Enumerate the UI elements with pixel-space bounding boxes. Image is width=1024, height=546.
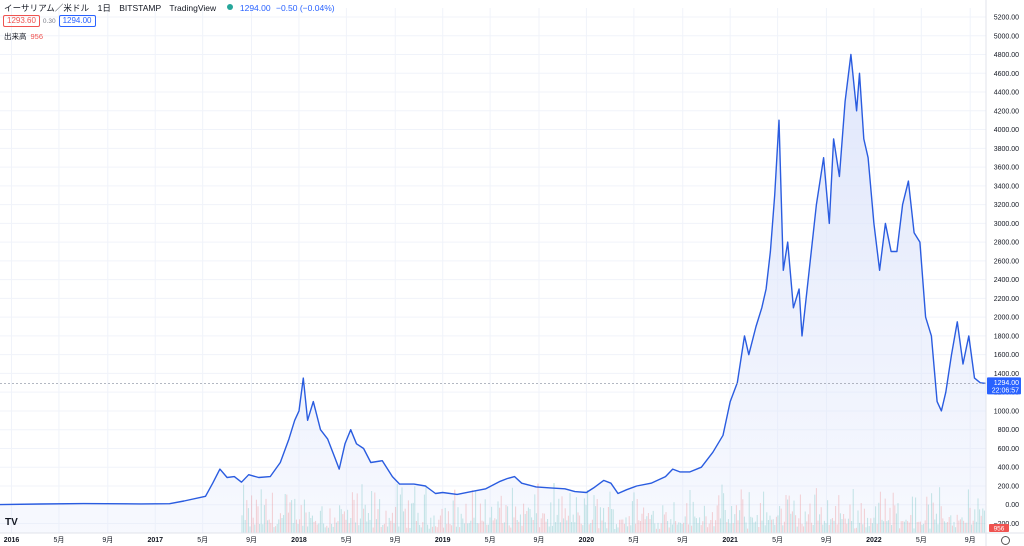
price-tick-label: 600.00 xyxy=(998,446,1020,453)
price-tick-label: 1800.00 xyxy=(994,333,1019,340)
time-tick-label: 5月 xyxy=(53,536,64,544)
time-axis[interactable]: 2016 5月 9月 2017 5月 9月 2018 5月 9月 2019 5月 9月 2020 5月 9月… xyxy=(0,532,1024,544)
symbol-name[interactable]: イーサリアム／米ドル xyxy=(4,3,90,13)
price-change: −0.50 (−0.04%) xyxy=(275,3,335,13)
price-tick-label: 1000.00 xyxy=(994,408,1019,415)
price-tick-label: 2200.00 xyxy=(994,296,1019,303)
price-tick-label: 4600.00 xyxy=(994,71,1019,78)
exchange-label: BITSTAMP xyxy=(119,3,161,13)
time-tick-label: 2020 xyxy=(579,537,595,544)
last-price: 1294.00 xyxy=(239,3,271,13)
price-line xyxy=(0,53,987,506)
current-price-tag xyxy=(987,377,1021,395)
volume-tag-value: 956 xyxy=(994,525,1005,532)
time-tick-label: 9月 xyxy=(965,536,976,544)
time-tick-label: 5月 xyxy=(197,536,208,544)
time-tick-label: 2018 xyxy=(291,537,307,544)
price-tick-label: 3400.00 xyxy=(994,183,1019,190)
price-tick-label: 3000.00 xyxy=(994,221,1019,228)
price-area xyxy=(0,53,987,533)
volume-value: 956 xyxy=(30,32,44,41)
price-axis[interactable]: 5200.00 5000.00 4800.00 4600.00 4400.00 4200.… xyxy=(985,0,1020,546)
price-tick-label: 2400.00 xyxy=(994,277,1019,284)
current-price-tag-time: 22:06:57 xyxy=(992,387,1019,394)
time-tick-label: 9月 xyxy=(246,536,257,544)
volume-legend[interactable]: 出来高 956 xyxy=(4,31,43,42)
time-tick-label: 5月 xyxy=(485,536,496,544)
price-tick-label: 0.00 xyxy=(1005,502,1019,509)
current-price-tag-value: 1294.00 xyxy=(994,380,1019,387)
time-tick-label: 9月 xyxy=(102,536,113,544)
price-tick-label: 1600.00 xyxy=(994,352,1019,359)
time-tick-label: 9月 xyxy=(534,536,545,544)
price-tick-label: 4000.00 xyxy=(994,127,1019,134)
time-tick-label: 9月 xyxy=(821,536,832,544)
price-tick-label: 400.00 xyxy=(998,465,1020,472)
price-tick-label: 3600.00 xyxy=(994,165,1019,172)
time-tick-label: 9月 xyxy=(677,536,688,544)
price-tick-label: 200.00 xyxy=(998,483,1020,490)
time-tick-label: 2016 xyxy=(4,537,20,544)
source-label: TradingView xyxy=(169,3,217,13)
price-area-fill xyxy=(0,54,986,533)
settings-icon[interactable] xyxy=(1001,536,1010,545)
volume-label: 出来高 xyxy=(4,32,27,41)
time-tick-label: 5月 xyxy=(628,536,639,544)
price-tick-label: 4200.00 xyxy=(994,108,1019,115)
price-tick-label: 5000.00 xyxy=(994,33,1019,40)
time-tick-label: 2021 xyxy=(722,537,738,544)
buy-button[interactable]: 1294.00 xyxy=(58,15,96,27)
price-tick-label: 5200.00 xyxy=(994,15,1019,22)
interval-label[interactable]: 1日 xyxy=(97,3,111,13)
order-buttons: 1293.60 0.30 1294.00 xyxy=(3,15,96,27)
time-tick-label: 9月 xyxy=(390,536,401,544)
spread-value: 0.30 xyxy=(42,17,56,25)
sell-button[interactable]: 1293.60 xyxy=(3,15,40,27)
price-tick-label: 4800.00 xyxy=(994,52,1019,59)
price-tick-label: 2000.00 xyxy=(994,315,1019,322)
price-tick-label: 3800.00 xyxy=(994,146,1019,153)
price-tick-label: 4400.00 xyxy=(994,90,1019,97)
price-tick-label: 2600.00 xyxy=(994,258,1019,265)
time-tick-label: 2022 xyxy=(866,537,882,544)
live-dot-icon xyxy=(226,4,233,10)
price-tick-label: 1400.00 xyxy=(994,371,1019,378)
time-tick-label: 2019 xyxy=(435,537,451,544)
tradingview-logo-icon[interactable]: TV xyxy=(5,517,18,528)
price-tick-label: 2800.00 xyxy=(994,240,1019,247)
time-tick-label: 5月 xyxy=(916,536,927,544)
symbol-header[interactable]: イーサリアム／米ドル 1日 BITSTAMP TradingView 1294.… xyxy=(4,3,335,14)
time-tick-label: 2017 xyxy=(147,537,163,544)
time-tick-label: 5月 xyxy=(772,536,783,544)
price-tick-label: 800.00 xyxy=(998,427,1020,434)
volume-tag xyxy=(989,524,1009,532)
price-tick-label: 3200.00 xyxy=(994,202,1019,209)
time-tick-label: 5月 xyxy=(341,536,352,544)
